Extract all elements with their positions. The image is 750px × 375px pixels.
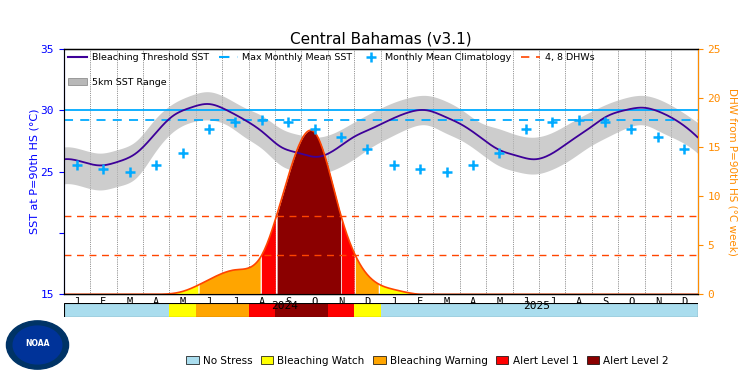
Bar	[539, 303, 566, 317]
Circle shape	[7, 321, 68, 369]
Bar	[222, 303, 248, 317]
Bar	[618, 303, 645, 317]
Bar	[196, 303, 222, 317]
Bar	[380, 303, 407, 317]
Circle shape	[13, 326, 62, 364]
Legend: No Stress, Bleaching Watch, Bleaching Warning, Alert Level 1, Alert Level 2: No Stress, Bleaching Watch, Bleaching Wa…	[182, 351, 673, 370]
Bar	[170, 303, 196, 317]
Bar	[354, 303, 380, 317]
Text: 2025: 2025	[523, 302, 550, 311]
Y-axis label: SST at P=90th HS (°C): SST at P=90th HS (°C)	[29, 109, 39, 234]
Bar	[116, 303, 143, 317]
Bar	[407, 303, 434, 317]
Bar	[90, 303, 116, 317]
Bar	[302, 303, 328, 317]
Bar	[566, 303, 592, 317]
Bar	[486, 303, 513, 317]
Bar	[433, 303, 460, 317]
Bar	[275, 303, 302, 317]
Bar	[143, 303, 170, 317]
Title: Central Bahamas (v3.1): Central Bahamas (v3.1)	[290, 31, 472, 46]
Bar	[64, 303, 90, 317]
Text: NOAA: NOAA	[26, 339, 50, 348]
Bar	[248, 303, 275, 317]
Text: 2024: 2024	[272, 302, 298, 311]
Bar	[671, 303, 698, 317]
Bar	[328, 303, 354, 317]
Bar	[513, 303, 539, 317]
Bar	[460, 303, 486, 317]
Bar	[645, 303, 671, 317]
Bar	[592, 303, 618, 317]
Y-axis label: DHW from P=90th HS (°C week): DHW from P=90th HS (°C week)	[728, 88, 737, 255]
Legend: 5km SST Range: 5km SST Range	[68, 78, 166, 87]
